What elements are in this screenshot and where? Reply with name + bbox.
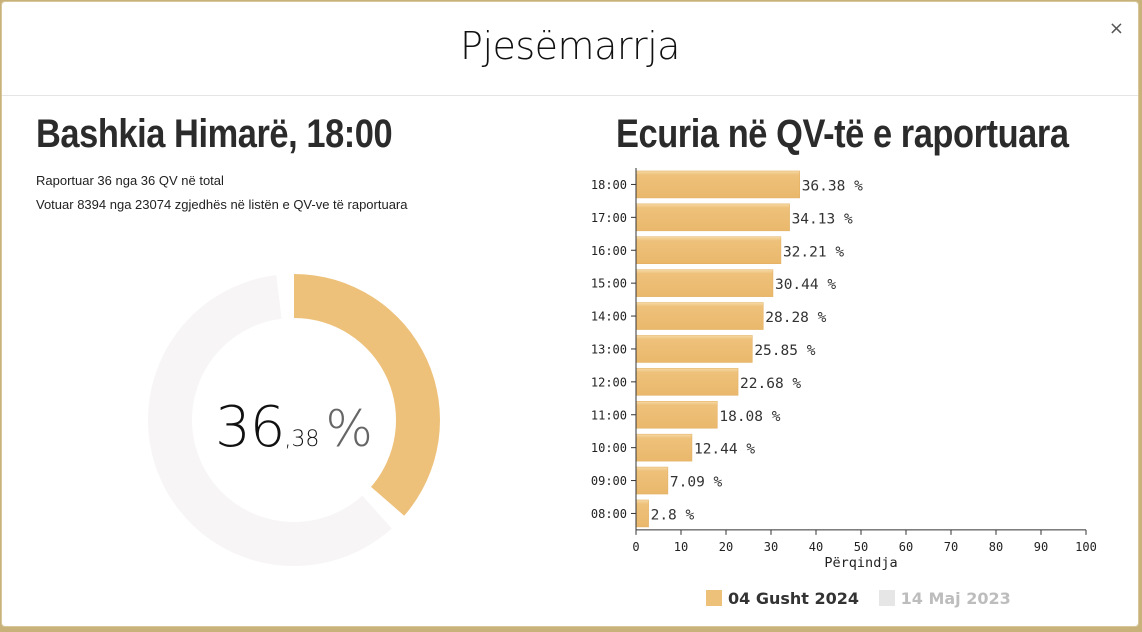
x-tick-label: 70 xyxy=(944,540,958,554)
bar-value-label: 7.09 % xyxy=(670,475,723,491)
x-tick-label: 60 xyxy=(899,540,913,554)
bar-12:00 xyxy=(635,368,739,396)
municipality-heading: Bashkia Himarë, 18:00 xyxy=(36,112,393,156)
x-tick-label: 30 xyxy=(764,540,778,554)
legend-label-2023: 14 Maj 2023 xyxy=(900,589,1011,608)
donut-value-arc xyxy=(294,274,440,516)
x-tick-label: 100 xyxy=(1075,540,1097,554)
bar-13:00 xyxy=(635,335,753,363)
bar-10:00 xyxy=(635,433,693,462)
y-tick-label: 11:00 xyxy=(591,408,627,422)
turnout-percent: 36,38% xyxy=(136,395,452,460)
bar-11:00 xyxy=(635,401,718,429)
legend-swatch-2024 xyxy=(706,590,722,606)
bar-value-label: 36.38 % xyxy=(802,178,863,194)
y-tick-label: 13:00 xyxy=(591,342,627,356)
bar-09:00 xyxy=(635,466,669,495)
y-tick-label: 14:00 xyxy=(591,310,627,324)
x-axis-label: Përqindja xyxy=(824,555,897,571)
bar-value-label: 2.8 % xyxy=(651,507,695,523)
bar-15:00 xyxy=(635,269,774,297)
y-tick-label: 17:00 xyxy=(591,211,627,225)
reported-stations-text: Raportuar 36 nga 36 QV në total xyxy=(36,173,224,188)
bar-value-label: 32.21 % xyxy=(783,244,844,260)
y-tick-label: 09:00 xyxy=(591,474,627,488)
legend-item-2023[interactable]: 14 Maj 2023 xyxy=(878,589,1011,608)
y-tick-label: 15:00 xyxy=(591,277,627,291)
x-tick-label: 0 xyxy=(632,540,639,554)
donut-track xyxy=(148,275,392,566)
legend-item-2024[interactable]: 04 Gusht 2024 xyxy=(706,589,859,608)
y-tick-label: 12:00 xyxy=(591,375,627,389)
turnout-donut xyxy=(148,274,440,566)
legend-swatch-2023 xyxy=(878,590,895,606)
turnout-integer: 36 xyxy=(215,395,285,460)
x-tick-label: 10 xyxy=(674,540,688,554)
y-tick-label: 16:00 xyxy=(591,244,627,258)
bar-value-label: 28.28 % xyxy=(765,310,826,326)
modal-header: Pjesëmarrja × xyxy=(2,2,1138,96)
x-tick-label: 40 xyxy=(809,540,823,554)
bar-value-label: 34.13 % xyxy=(792,211,853,227)
bar-value-label: 12.44 % xyxy=(694,442,755,458)
x-tick-label: 90 xyxy=(1034,540,1048,554)
bar-value-label: 18.08 % xyxy=(719,409,780,425)
close-icon[interactable]: × xyxy=(1108,18,1124,39)
y-tick-label: 10:00 xyxy=(591,441,627,455)
y-tick-label: 18:00 xyxy=(591,178,627,192)
bar-value-label: 25.85 % xyxy=(754,343,815,359)
legend-label-2024: 04 Gusht 2024 xyxy=(728,589,860,608)
voters-text: Votuar 8394 nga 23074 zgjedhës në listën… xyxy=(36,197,408,212)
turnout-bar-chart: 36.38 % 18:00 34.13 % 17:00 32.21 % 16:00 30.4… xyxy=(591,168,1097,571)
y-tick-label: 08:00 xyxy=(591,507,627,521)
bar-value-label: 30.44 % xyxy=(775,277,836,293)
x-tick-label: 80 xyxy=(989,540,1003,554)
x-tick-label: 20 xyxy=(719,540,733,554)
x-tick-label: 50 xyxy=(854,540,868,554)
bar-17:00 xyxy=(635,203,790,232)
chart-heading: Ecuria në QV-të e raportuara xyxy=(616,112,1069,156)
bar-08:00 xyxy=(635,499,649,528)
turnout-unit: % xyxy=(325,400,373,458)
modal-title: Pjesëmarrja xyxy=(460,24,680,68)
bar-value-label: 22.68 % xyxy=(740,376,801,392)
chart-legend: 04 Gusht 2024 14 Maj 2023 xyxy=(706,589,1025,608)
bar-16:00 xyxy=(635,236,782,264)
turnout-decimal: ,38 xyxy=(284,427,320,452)
bar-18:00 xyxy=(635,170,800,199)
bar-14:00 xyxy=(635,302,764,330)
